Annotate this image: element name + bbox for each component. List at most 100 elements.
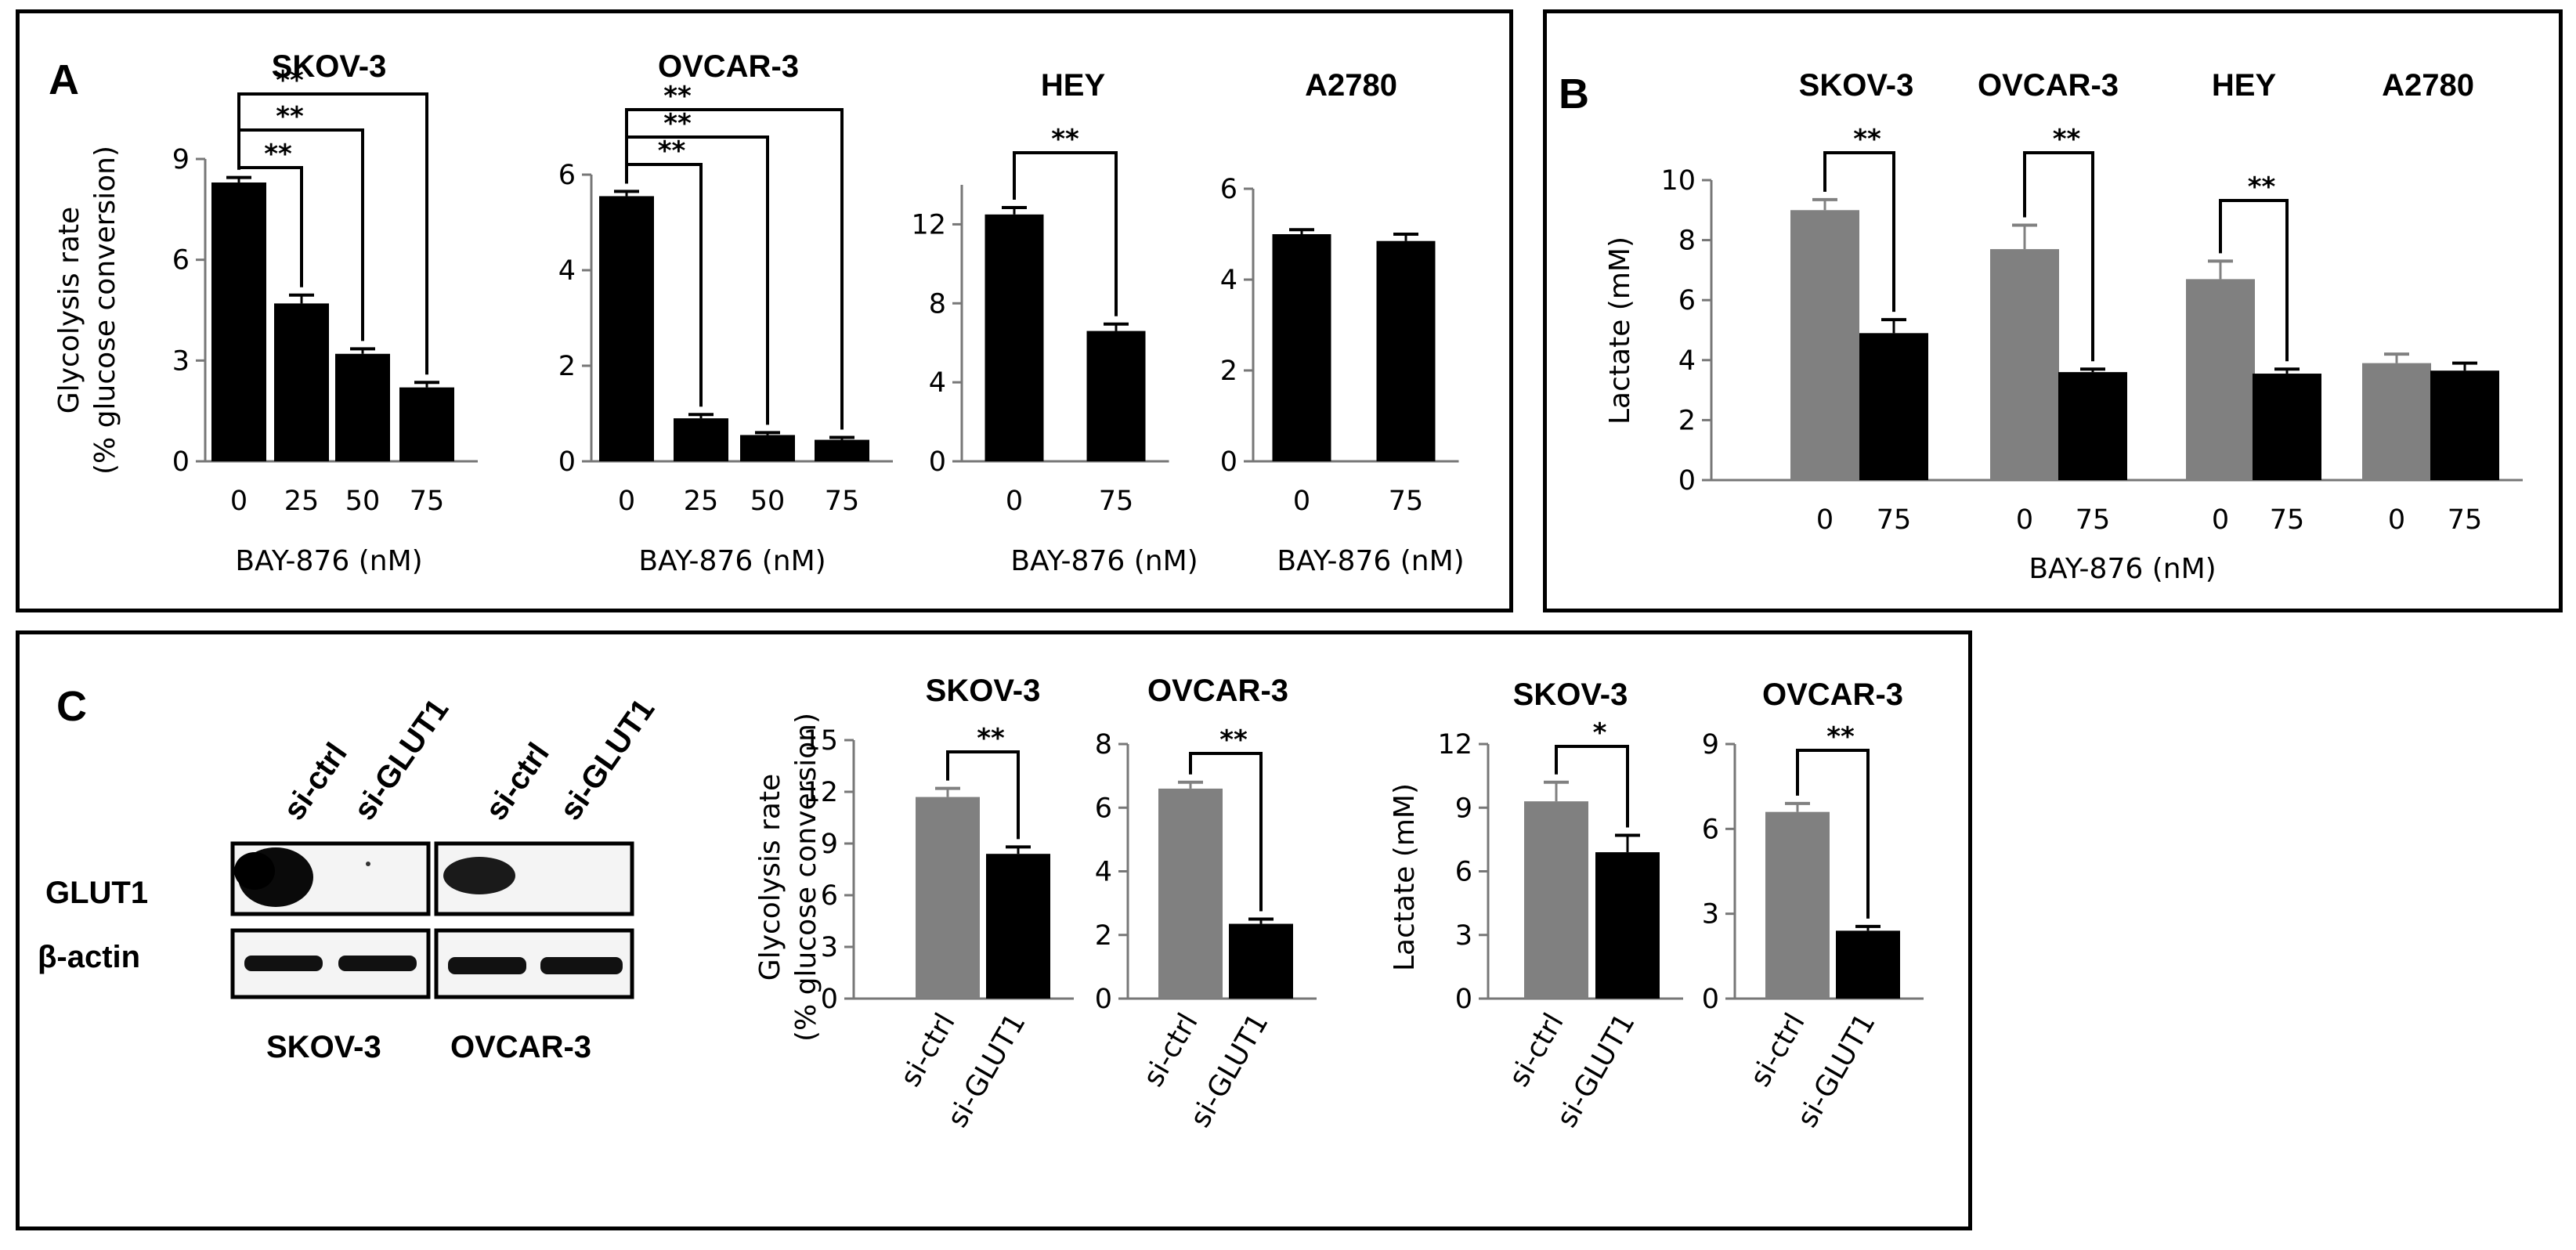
y-tick-label: 6 [821, 880, 838, 912]
bar [1086, 331, 1146, 461]
bar [985, 214, 1044, 461]
x-tick-label: 0 [2212, 504, 2229, 536]
x-tick-label: si-ctrl [894, 1008, 962, 1093]
bar [1790, 210, 1859, 480]
y-tick-label: 12 [911, 209, 946, 240]
significance-bracket [1189, 752, 1263, 912]
y-tick-label: 3 [821, 932, 838, 963]
bar [335, 353, 390, 461]
y-tick-label: 4 [929, 367, 946, 399]
x-tick-label: 0 [1293, 486, 1310, 517]
x-tick-label: 75 [2076, 504, 2111, 536]
y-tick-label: 0 [821, 984, 838, 1015]
y-tick-label: 12 [1437, 729, 1472, 760]
chart-title: A2780 [1305, 68, 1397, 103]
y-tick-label: 8 [1095, 729, 1112, 760]
significance-bracket [2219, 199, 2289, 362]
significance-label: ** [1826, 721, 1855, 753]
bar [274, 303, 329, 461]
y-tick-label: 0 [1095, 984, 1112, 1015]
y-tick-label: 0 [1702, 984, 1719, 1015]
x-axis-label: BAY-876 (nM) [1277, 545, 1464, 577]
significance-bracket [1823, 151, 1895, 312]
bar [2430, 370, 2499, 480]
bar [986, 854, 1050, 999]
panel-label-c: C [56, 683, 87, 730]
significance-label: ** [1219, 724, 1248, 756]
chart-title: SKOV-3 [1513, 677, 1628, 712]
y-tick-label: 4 [1220, 265, 1237, 296]
band-actin-3 [448, 957, 526, 974]
bar [916, 797, 980, 999]
chart-c1: 03691215si-ctrlsi-GLUT1SKOV-3Glycolysis … [754, 674, 1074, 1133]
blot-lane-label: si-GLUT1 [553, 692, 661, 826]
x-tick-label: 0 [1816, 504, 1834, 536]
chart-title: HEY [1041, 68, 1106, 103]
x-tick-label: 0 [1006, 486, 1023, 517]
panel-label-b: B [1559, 70, 1589, 117]
x-tick-label: 0 [230, 486, 247, 517]
x-tick-label: 75 [2270, 504, 2305, 536]
significance-label: ** [658, 135, 686, 167]
chart-a4: 0 2 4 6 0 75 A2780 BAY-876 (nM) [1220, 68, 1465, 577]
significance-bracket [625, 108, 844, 430]
y-tick-label: 2 [1678, 405, 1696, 436]
significance-label: ** [276, 101, 304, 132]
x-tick-label: 0 [618, 486, 635, 517]
x-tick-label: 50 [345, 486, 381, 517]
bar [674, 418, 728, 461]
y-axis-label: Lactate (mM) [1604, 237, 1636, 424]
bar [1376, 240, 1436, 461]
chart-title: SKOV-3 [272, 49, 387, 84]
x-axis-label: BAY-876 (nM) [235, 545, 422, 577]
y-tick-label: 4 [558, 255, 576, 287]
y-tick-label: 3 [172, 345, 190, 377]
significance-label: ** [2053, 124, 2081, 155]
significance-bracket [1013, 151, 1118, 316]
y-tick-label: 9 [1702, 729, 1719, 760]
significance-bracket [2023, 151, 2094, 362]
group-title: OVCAR-3 [1978, 68, 2119, 103]
y-tick-label: 6 [172, 245, 190, 276]
band-glut1-skov3-ctrl-core [234, 852, 275, 890]
y-tick-label: 0 [929, 446, 946, 478]
chart-title: OVCAR-3 [658, 49, 799, 84]
y-axis-label: Glycolysis rate [754, 774, 786, 981]
bar [1765, 811, 1830, 999]
significance-label: ** [663, 108, 692, 139]
y-tick-label: 0 [1220, 446, 1237, 478]
western-blot: si-ctrl si-GLUT1 si-ctrl si-GLUT1 GLUT1 … [38, 692, 661, 1064]
y-tick-label: 3 [1455, 920, 1472, 952]
y-tick-label: 8 [929, 288, 946, 320]
bar [211, 182, 266, 461]
y-tick-label: 6 [1702, 814, 1719, 845]
band-glut1-ovcar3-ctrl [443, 857, 515, 894]
bar [1859, 333, 1928, 480]
y-tick-label: 4 [1095, 857, 1112, 888]
x-axis-label: BAY-876 (nM) [638, 545, 826, 577]
y-tick-label: 15 [803, 725, 838, 757]
y-axis-label: Glycolysis rate [53, 207, 85, 414]
y-tick-label: 9 [821, 829, 838, 860]
bar [1524, 801, 1588, 999]
blot-lane-label: si-GLUT1 [347, 692, 455, 826]
chart-b: 0 2 4 6 8 10 0 75 0 75 0 75 0 75 SKOV-3 OVCAR-3 HEY A2780… [1604, 68, 2523, 585]
y-tick-label: 0 [172, 446, 190, 478]
significance-bracket [1555, 745, 1629, 828]
bar [2253, 374, 2321, 480]
band-actin-4 [540, 957, 623, 974]
y-tick-label: 8 [1678, 226, 1696, 257]
significance-label: * [1593, 717, 1607, 749]
x-tick-label: 25 [684, 486, 719, 517]
x-tick-label: 75 [2448, 504, 2483, 536]
blot-cell-line-skov3: SKOV-3 [266, 1030, 381, 1064]
y-tick-label: 0 [558, 446, 576, 478]
blot-speck [366, 862, 370, 866]
chart-title: OVCAR-3 [1147, 674, 1288, 708]
y-tick-label: 9 [172, 144, 190, 175]
chart-title: OVCAR-3 [1762, 677, 1903, 712]
significance-label: ** [1051, 124, 1079, 155]
bar [2058, 372, 2127, 480]
bar [1836, 930, 1900, 999]
